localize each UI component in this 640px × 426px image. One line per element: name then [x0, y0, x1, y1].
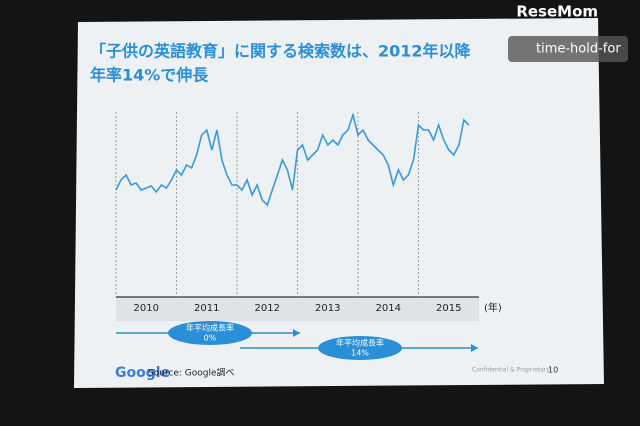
- x-axis-label: (年): [484, 301, 502, 314]
- source: Source: Google調べ: [148, 367, 235, 379]
- annotation-value: 0%: [204, 334, 217, 343]
- footer: Confidential & Proprietary: [472, 367, 550, 374]
- page-number: 10: [548, 366, 558, 375]
- x-tick-label: 2012: [255, 303, 280, 314]
- annotation-label: 年平均成長率: [186, 323, 234, 333]
- annotation-label: 年平均成長率: [336, 338, 384, 348]
- x-tick-label: 2011: [194, 303, 219, 314]
- timeline-band: [116, 297, 479, 321]
- data-line: [115, 112, 470, 207]
- annotation-bubble: [168, 321, 252, 345]
- arrow-head: [293, 329, 300, 337]
- arrow-head: [471, 344, 478, 352]
- chart-title: 「子供の英語教育」に関する検索数は、2012年以降: [90, 42, 472, 61]
- x-tick-label: 2010: [134, 303, 159, 314]
- chart-subtitle: 年率14%で伸長: [90, 66, 209, 85]
- overlay-text: time-hold-for: [536, 42, 621, 57]
- watermark: ReseMom: [516, 3, 598, 21]
- annotation-bubble: [318, 336, 402, 360]
- x-tick-label: 2013: [315, 303, 340, 314]
- overlay-box: [508, 36, 628, 62]
- x-tick-label: 2014: [376, 303, 401, 314]
- logo: Google: [115, 365, 170, 381]
- x-tick-label: 2015: [436, 303, 461, 314]
- annotation-value: 14%: [351, 349, 369, 358]
- slide: [74, 18, 604, 388]
